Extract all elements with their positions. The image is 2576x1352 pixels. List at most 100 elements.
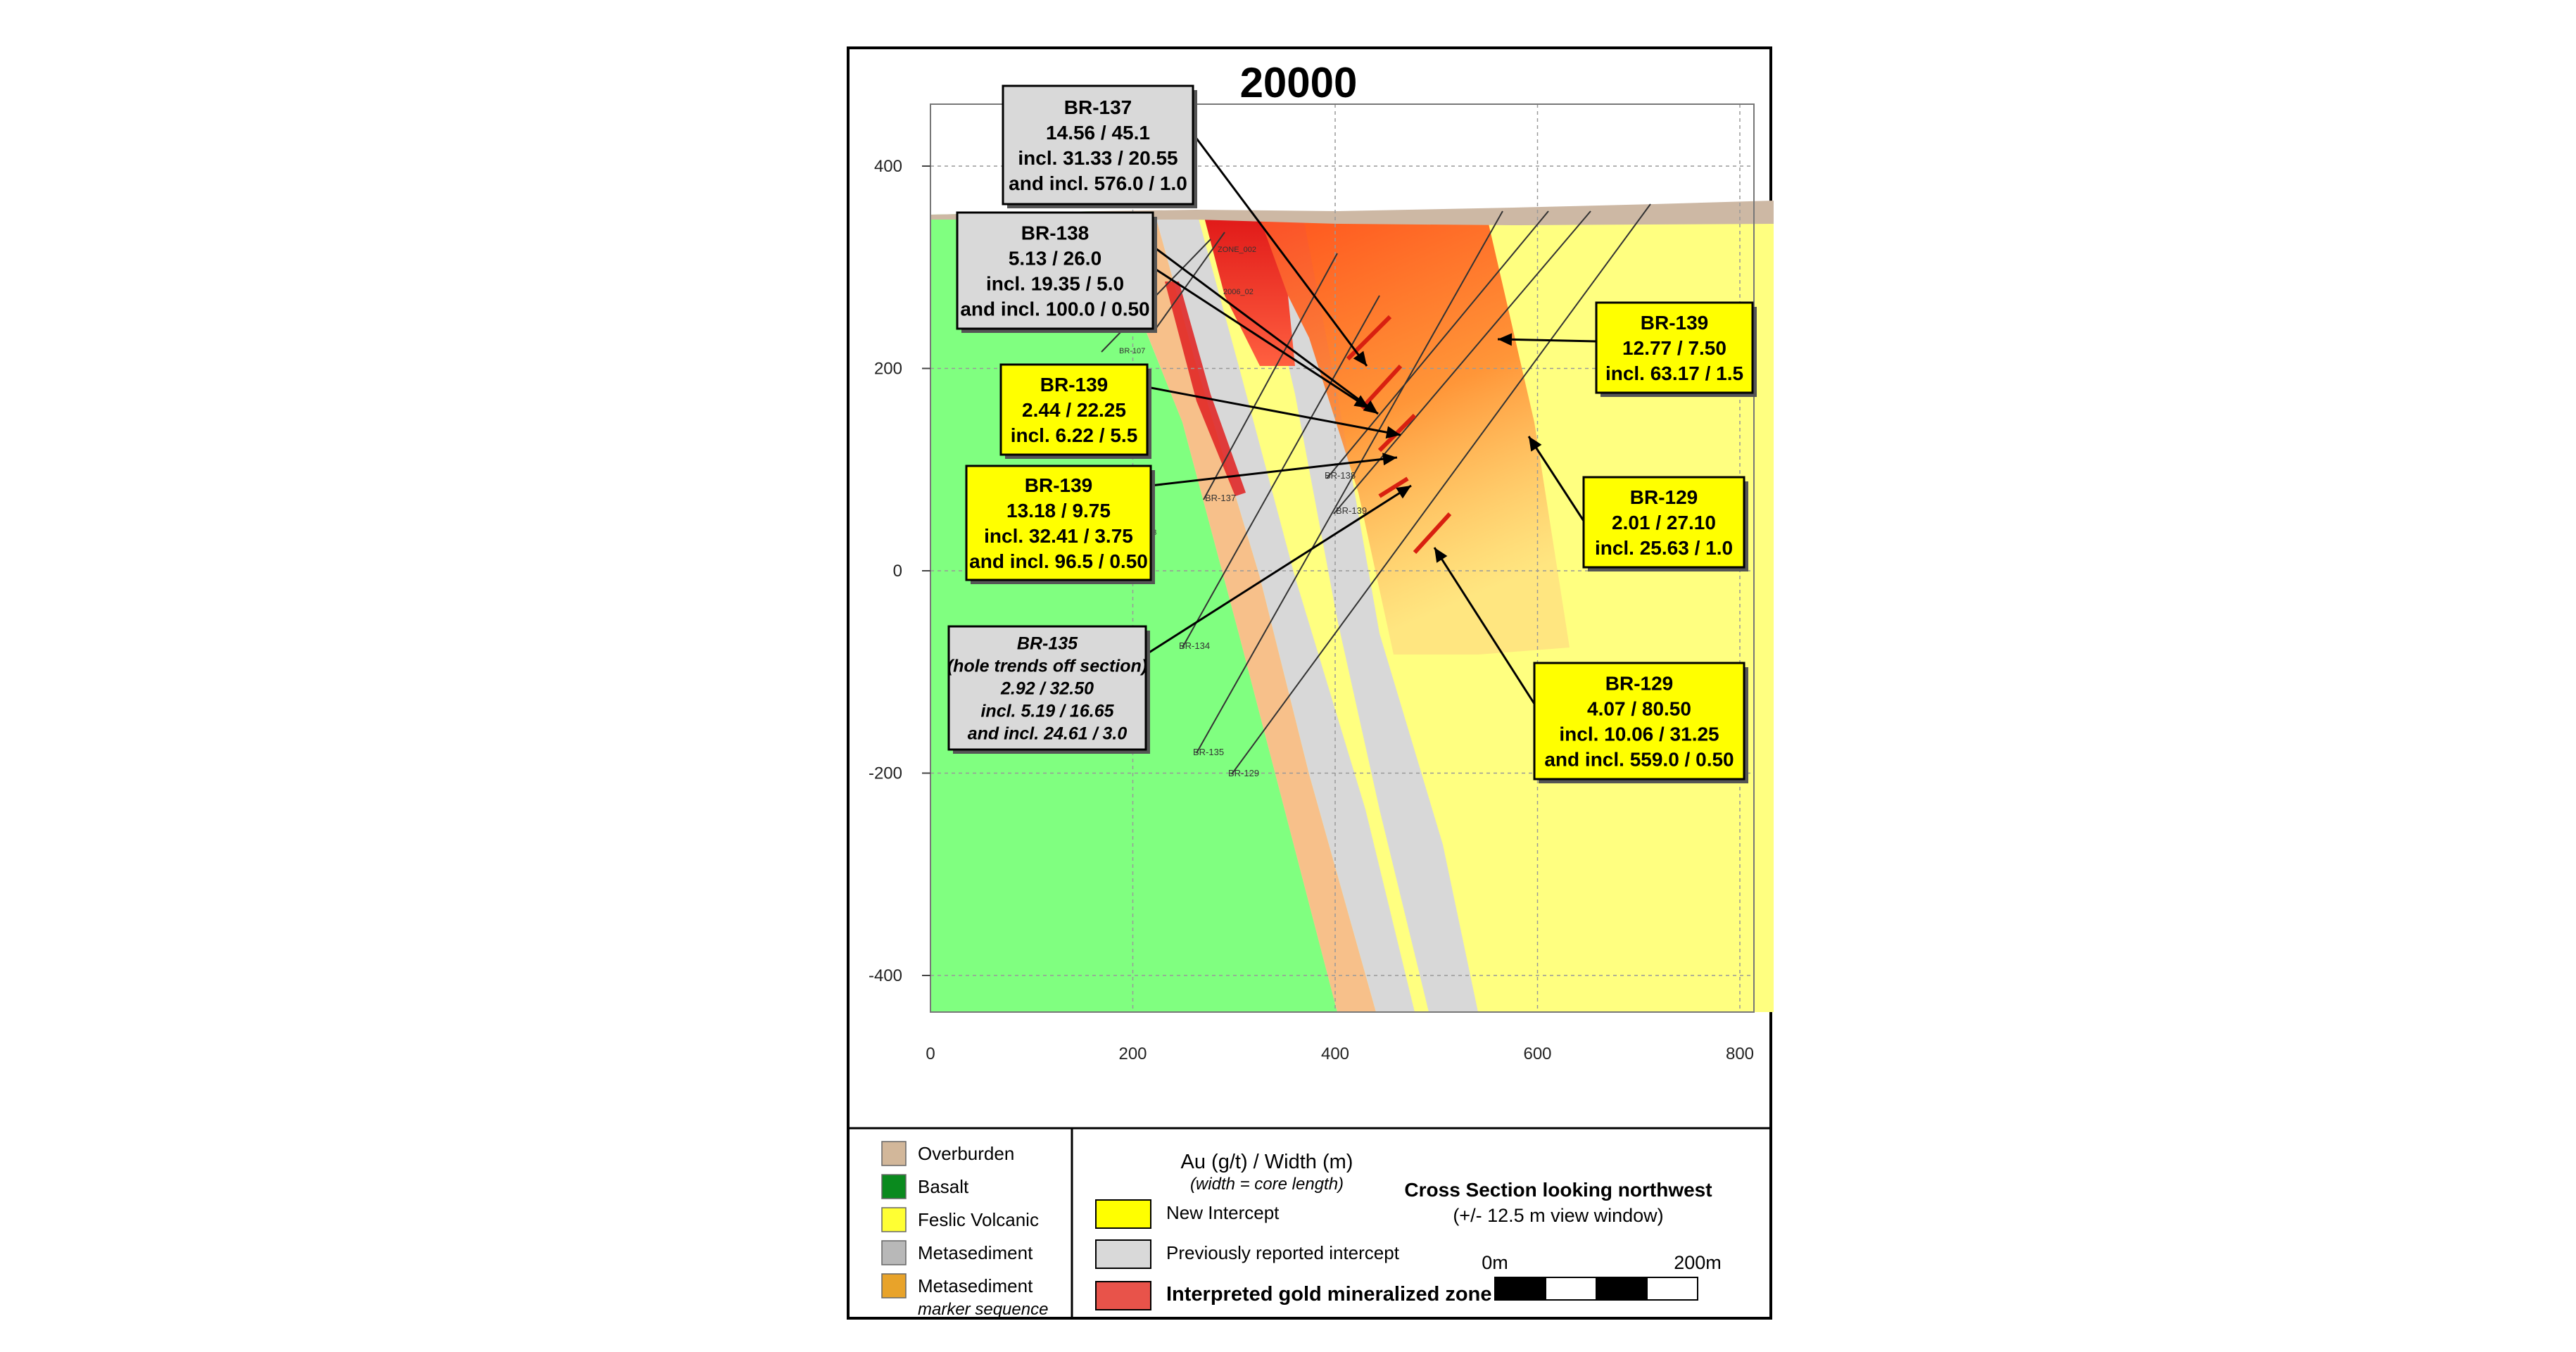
intercept-legend-item-1: Previously reported intercept: [1095, 1239, 1400, 1269]
x-tick-label-3: 600: [1523, 1044, 1551, 1063]
metasediment-unit-2: [1253, 211, 1478, 1012]
intercept-br139-upper: [1360, 364, 1403, 410]
arrow-head: [1529, 436, 1542, 452]
intercept-swatch: [1095, 1239, 1151, 1269]
arrow-head: [1434, 548, 1448, 563]
callout-line: and incl. 559.0 / 0.50: [1544, 749, 1734, 771]
arrow-shaft: [1150, 456, 1398, 487]
callout-line: 2.44 / 22.25: [1022, 399, 1126, 421]
callout-boxes: BR-137 14.56 / 45.1 incl. 31.33 / 20.55 and…: [947, 84, 1757, 783]
callout-line: incl. 5.19 / 16.65: [980, 701, 1114, 721]
arrow-head: [1385, 426, 1401, 439]
drill-trace-br129: [1231, 203, 1651, 775]
intercept-br137: [1346, 315, 1392, 361]
plot-border: [930, 103, 1755, 1013]
drill-trace-br135: [1196, 210, 1503, 754]
lithology-legend-item-3: Metasediment: [881, 1240, 1033, 1265]
arrow-shaft: [1497, 338, 1597, 343]
callout-line: incl. 63.17 / 1.5: [1605, 362, 1743, 384]
callout-line: incl. 32.41 / 3.75: [984, 525, 1133, 547]
intercept-br129: [1413, 512, 1452, 555]
callout-line: incl. 31.33 / 20.55: [1018, 147, 1177, 169]
callout-box: [947, 625, 1147, 751]
callout-line: 2.92 / 32.50: [1000, 678, 1094, 698]
callout-arrow-3: [1147, 386, 1401, 439]
callout-line: BR-139: [1025, 474, 1092, 496]
callout-br139-a: BR-139 2.44 / 22.25 incl. 6.22 / 5.5: [999, 363, 1151, 459]
lithology-label: Metasediment: [918, 1242, 1033, 1263]
lithology-swatch: [881, 1174, 907, 1199]
lithology-label: Metasediment: [918, 1275, 1033, 1296]
section-info-title: Cross Section looking northwest: [1404, 1179, 1712, 1201]
callout-line: 12.77 / 7.50: [1622, 337, 1726, 359]
arrow-head: [1363, 400, 1378, 414]
intercept-legend-item-2: Interpreted gold mineralized zone: [1095, 1281, 1491, 1310]
callout-line: BR-137: [1064, 96, 1132, 118]
callout-line: 2.01 / 27.10: [1612, 512, 1716, 533]
hole-label-2006-02: 2006_02: [1223, 288, 1254, 296]
drill-trace-br138: [1326, 210, 1549, 479]
arrow-shaft: [1192, 133, 1368, 367]
lithology-legend-item-2: Feslic Volcanic: [881, 1207, 1039, 1232]
callout-arrows: [1145, 133, 1597, 705]
drill-trace-br139: [1333, 210, 1591, 514]
callout-line: incl. 6.22 / 5.5: [1011, 424, 1138, 446]
callout-line: and incl. 100.0 / 0.50: [960, 298, 1149, 320]
callout-box: [1595, 301, 1754, 394]
callout-line: 5.13 / 26.0: [1009, 248, 1101, 270]
y-tick-label-4: -400: [869, 966, 902, 985]
callout-line: and incl. 576.0 / 1.0: [1009, 172, 1187, 194]
arrow-head: [1353, 395, 1369, 408]
x-tick-label-0: 0: [926, 1044, 935, 1063]
arrow-head: [1396, 486, 1411, 499]
hole-label-br135: BR-135: [1193, 747, 1224, 757]
y-tick-label-2: 0: [893, 562, 902, 581]
hole-label-zone002: ZONE_002: [1218, 246, 1256, 254]
section-info-subtitle: (+/- 12.5 m view window): [1453, 1205, 1663, 1226]
callout-arrow-7: [1527, 436, 1585, 522]
scale-bar-seg-3: [1596, 1277, 1648, 1301]
lithology-swatch: [881, 1207, 907, 1232]
callout-br129-b: BR-129 4.07 / 80.50 incl. 10.06 / 31.25 and…: [1533, 662, 1748, 783]
arrow-head: [1498, 333, 1513, 346]
section-title: 20000: [1240, 59, 1358, 106]
hole-label-br138: BR-138: [1325, 470, 1356, 481]
callout-box: [965, 465, 1152, 581]
intercept-legend-label: New Intercept: [1166, 1202, 1280, 1223]
arrow-shaft: [1147, 386, 1401, 436]
arrow-head: [1382, 453, 1397, 466]
mineralized-zone-narrow: [1165, 282, 1246, 496]
callout-arrow-5: [1145, 484, 1412, 656]
callout-box: [956, 211, 1154, 330]
y-tick-label-0: 400: [874, 157, 902, 176]
lithology-legend-item-0: Overburden: [881, 1141, 1014, 1166]
metasediment-marker-unit: [1098, 211, 1376, 1012]
arrow-shaft: [1527, 436, 1585, 522]
lithology-legend-item-1: Basalt: [881, 1174, 969, 1199]
intercept-legend-label: Interpreted gold mineralized zone: [1166, 1283, 1491, 1306]
callout-br139-b: BR-139 13.18 / 9.75 incl. 32.41 / 3.75 and …: [965, 465, 1155, 584]
callout-br138: BR-138 5.13 / 26.0 incl. 19.35 / 5.0 and in…: [956, 211, 1157, 333]
hole-labels: BR-138 BR-139 BR-137 BR-134 BR-135 BR-12…: [1119, 246, 1367, 778]
lithology-label: Feslic Volcanic: [918, 1209, 1039, 1230]
lithology-swatch: [881, 1240, 907, 1265]
scale-bar-right-label: 200m: [1674, 1252, 1722, 1273]
x-tick-label-1: 200: [1118, 1044, 1147, 1063]
callout-line: BR-135: [1017, 633, 1078, 653]
callout-box: [1002, 84, 1194, 206]
scale-bar-seg-4: [1646, 1277, 1698, 1301]
lithology-legend: Overburden Basalt Feslic Volcanic Metasedim…: [881, 1141, 1048, 1319]
intercept-swatch: [1095, 1281, 1151, 1310]
section-info: Cross Section looking northwest (+/- 12.…: [1404, 1179, 1722, 1301]
callout-box: [1582, 476, 1745, 569]
callout-line: BR-129: [1605, 673, 1673, 695]
drill-trace-2006-02: [1154, 232, 1225, 331]
callout-br129-a: BR-129 2.01 / 27.10 incl. 25.63 / 1.0: [1582, 476, 1748, 571]
metasediment-unit-1: [1154, 211, 1415, 1012]
callout-br135: BR-135 (hole trends off section)2.92 / 32…: [947, 625, 1150, 754]
callout-line: BR-139: [1040, 374, 1108, 396]
hole-label-br129: BR-129: [1228, 768, 1259, 778]
callout-line: and incl. 24.61 / 3.0: [968, 724, 1128, 743]
hole-label-br134: BR-134: [1179, 640, 1210, 651]
callout-arrow-2: [1152, 266, 1370, 410]
